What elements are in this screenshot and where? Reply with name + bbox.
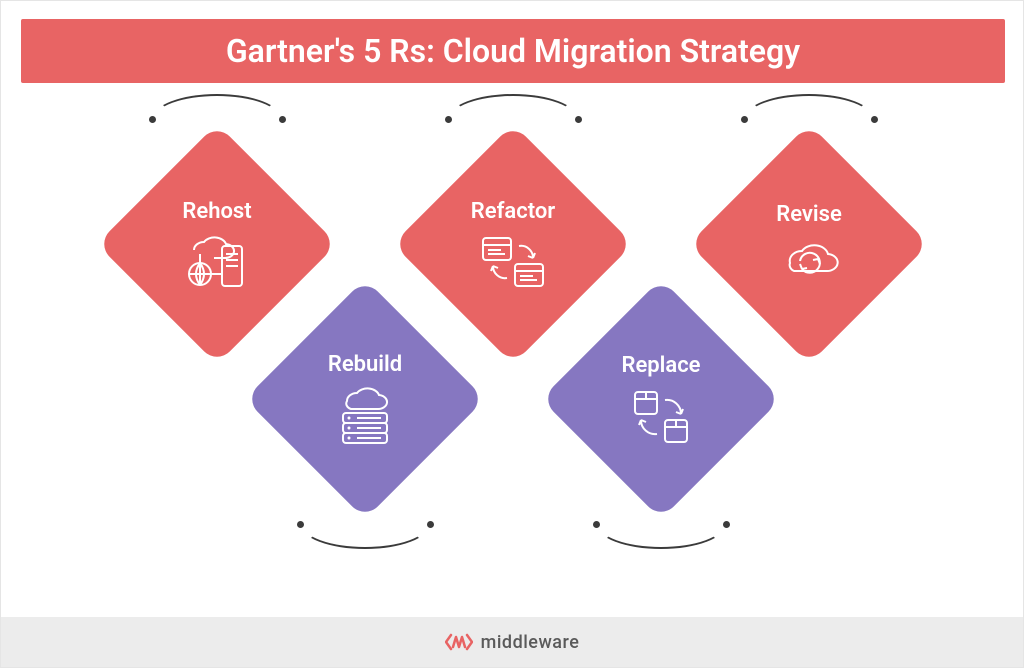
node-label-rehost: Rehost	[182, 199, 251, 224]
arc-dot	[279, 116, 286, 123]
diagram-canvas: Rehost Rebuild Refactor	[1, 99, 1023, 619]
node-revise: Revise	[689, 124, 929, 364]
arc-dot	[427, 521, 434, 528]
footer-brand-text: middleware	[481, 632, 580, 653]
arc-revise	[744, 94, 874, 144]
arc-dot	[575, 116, 582, 123]
arc-dot	[723, 521, 730, 528]
revise-icon	[776, 237, 842, 287]
refactor-icon	[479, 234, 547, 290]
node-label-refactor: Refactor	[471, 199, 555, 224]
brand-logo-icon	[445, 633, 473, 651]
arc-dot	[741, 116, 748, 123]
arc-refactor	[448, 94, 578, 144]
node-label-revise: Revise	[776, 202, 842, 227]
title-bar: Gartner's 5 Rs: Cloud Migration Strategy	[21, 19, 1005, 83]
replace-icon	[629, 388, 693, 446]
rehost-icon	[182, 234, 252, 290]
arc-replace	[596, 499, 726, 549]
node-label-rebuild: Rebuild	[328, 352, 402, 377]
arc-rebuild	[300, 499, 430, 549]
page-title: Gartner's 5 Rs: Cloud Migration Strategy	[226, 32, 800, 70]
node-label-replace: Replace	[621, 353, 700, 378]
footer-bar: middleware	[1, 617, 1023, 667]
infographic-frame: Gartner's 5 Rs: Cloud Migration Strategy…	[0, 0, 1024, 668]
arc-dot	[149, 116, 156, 123]
rebuild-icon	[333, 387, 397, 447]
arc-dot	[445, 116, 452, 123]
arc-rehost	[152, 94, 282, 144]
arc-dot	[871, 116, 878, 123]
